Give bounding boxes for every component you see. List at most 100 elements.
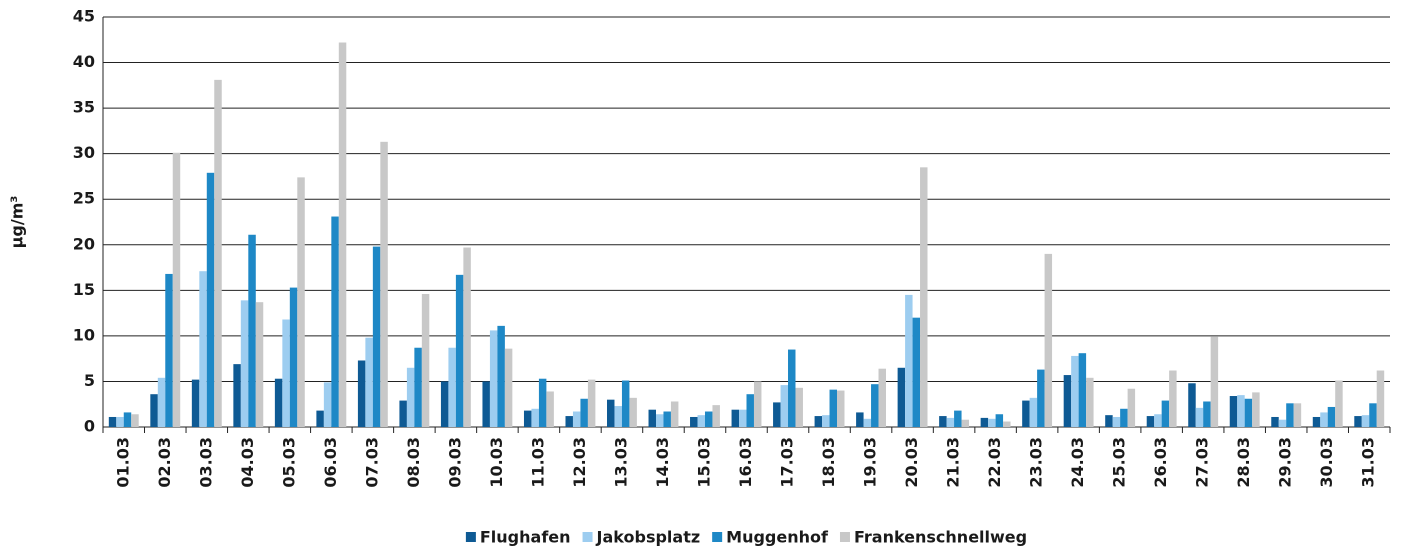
bar (1252, 392, 1260, 427)
bar (406, 367, 415, 427)
bar (380, 141, 388, 428)
bar (871, 384, 879, 427)
y-tick-label: 5 (84, 371, 95, 390)
bar (1210, 336, 1219, 427)
bar (1354, 416, 1362, 427)
bar (504, 348, 513, 427)
bar (1327, 406, 1336, 427)
bar (746, 394, 754, 427)
bar (316, 410, 324, 427)
bar (482, 381, 490, 427)
bar (206, 172, 215, 427)
x-tick-label: 27.03 (1193, 437, 1212, 488)
bar (1022, 400, 1030, 427)
x-tick-label: 10.03 (487, 437, 506, 488)
bar (448, 347, 456, 427)
legend-swatch (465, 532, 476, 542)
x-tick-label: 19.03 (861, 437, 880, 488)
bar (1369, 403, 1377, 427)
bar (995, 414, 1004, 427)
bar (739, 409, 747, 427)
x-tick-label: 24.03 (1068, 437, 1087, 488)
bar (191, 379, 200, 427)
bar (421, 293, 430, 427)
bar (954, 410, 962, 427)
bar (1044, 253, 1053, 427)
bar (282, 319, 290, 427)
bar (1203, 401, 1211, 427)
bar (365, 337, 373, 427)
bar (150, 394, 158, 427)
bar (1361, 415, 1370, 427)
x-tick-label: 05.03 (279, 437, 298, 488)
x-tick-label: 28.03 (1234, 437, 1253, 488)
bar (1071, 355, 1079, 427)
bar (980, 417, 989, 427)
bar (780, 385, 789, 427)
bar (1078, 353, 1087, 427)
bar (1120, 408, 1128, 427)
bar (1312, 416, 1321, 427)
bar (1278, 419, 1287, 427)
bar (157, 377, 166, 427)
bar (1154, 414, 1162, 427)
x-tick-label: 25.03 (1110, 437, 1129, 488)
y-tick-label: 20 (73, 234, 95, 253)
bar (1320, 412, 1328, 427)
legend-label: Jakobsplatz (596, 528, 701, 547)
bar (655, 414, 664, 427)
legend-label: Flughafen (480, 528, 571, 547)
bar (546, 391, 554, 427)
x-tick-label: 31.03 (1359, 437, 1378, 488)
bar (1086, 377, 1094, 427)
bar (829, 389, 838, 427)
bar (489, 330, 498, 427)
x-tick-label: 20.03 (902, 437, 921, 488)
x-tick-label: 29.03 (1276, 437, 1295, 488)
bar (357, 360, 366, 427)
bar (1146, 416, 1155, 427)
legend-swatch (839, 532, 850, 542)
bar (1037, 369, 1045, 427)
x-tick-label: 07.03 (362, 437, 381, 488)
x-tick-label: 13.03 (611, 437, 630, 488)
x-tick-label: 01.03 (113, 437, 132, 488)
bar (440, 381, 449, 427)
legend-swatch (712, 532, 723, 542)
bar (116, 416, 124, 427)
x-tick-label: 02.03 (155, 437, 174, 488)
bar (1244, 398, 1253, 427)
bar (297, 177, 305, 427)
bar (920, 167, 928, 428)
bar (1271, 416, 1279, 427)
bar (372, 246, 381, 427)
y-tick-label: 45 (73, 7, 95, 26)
bar (587, 379, 596, 427)
bar (863, 418, 872, 427)
bar (455, 274, 464, 427)
x-tick-label: 18.03 (819, 437, 838, 488)
y-tick-label: 35 (73, 98, 95, 117)
bar (897, 367, 906, 427)
x-tick-label: 23.03 (1027, 437, 1046, 488)
bar (274, 378, 283, 427)
bar (788, 349, 796, 427)
x-tick-label: 12.03 (570, 437, 589, 488)
bar (690, 416, 698, 427)
bar (988, 418, 996, 427)
bar (814, 416, 823, 427)
legend-label: Frankenschnellweg (854, 528, 1027, 547)
bar (1229, 396, 1238, 427)
y-tick-label: 0 (84, 417, 95, 436)
bar (1169, 370, 1177, 427)
bar (1003, 421, 1011, 427)
bar (580, 398, 588, 427)
legend-label: Muggenhof (726, 528, 829, 547)
x-tick-label: 30.03 (1317, 437, 1336, 488)
bar (1112, 416, 1121, 427)
x-tick-label: 08.03 (404, 437, 423, 488)
bar (905, 294, 913, 427)
bar (172, 152, 181, 427)
x-tick-label: 04.03 (238, 437, 257, 488)
bar (648, 409, 656, 427)
